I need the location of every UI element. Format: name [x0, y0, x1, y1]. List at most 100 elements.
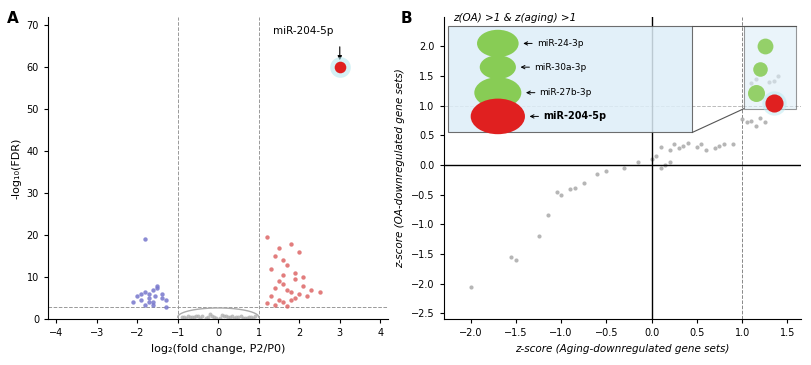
- Text: miR-24-3p: miR-24-3p: [536, 39, 582, 48]
- Point: [200, 315, 212, 320]
- Point: [234, 314, 247, 319]
- Point: [663, 159, 676, 165]
- Point: [508, 257, 521, 263]
- Point: [159, 304, 172, 310]
- Point: [191, 312, 204, 318]
- Point: [285, 241, 298, 247]
- Point: [139, 237, 152, 242]
- Point: [204, 311, 217, 317]
- Point: [232, 314, 245, 320]
- Point: [155, 295, 168, 301]
- Point: [175, 314, 188, 320]
- Point: [554, 192, 567, 197]
- Point: [680, 139, 693, 145]
- Point: [766, 100, 779, 106]
- Point: [148, 293, 161, 299]
- Point: [305, 287, 318, 293]
- Point: [333, 64, 345, 70]
- Point: [268, 285, 281, 291]
- Point: [654, 144, 667, 150]
- Point: [531, 233, 544, 239]
- Point: [766, 78, 779, 84]
- Point: [277, 272, 290, 278]
- Point: [147, 287, 160, 293]
- Point: [264, 293, 277, 299]
- Point: [217, 313, 230, 319]
- Point: [208, 314, 221, 320]
- Point: [744, 118, 757, 123]
- Point: [131, 293, 144, 299]
- Point: [155, 291, 168, 297]
- Point: [726, 141, 739, 147]
- FancyBboxPatch shape: [743, 26, 796, 109]
- Point: [268, 253, 281, 259]
- Point: [143, 300, 156, 306]
- Point: [631, 159, 644, 165]
- Text: miR-30a-3p: miR-30a-3p: [534, 63, 586, 72]
- Point: [181, 314, 194, 319]
- Point: [654, 165, 667, 171]
- Point: [753, 115, 766, 120]
- Point: [135, 291, 148, 297]
- Point: [240, 315, 253, 320]
- Point: [568, 185, 581, 191]
- Point: [189, 313, 202, 319]
- Y-axis label: -log₁₀(FDR): -log₁₀(FDR): [11, 137, 21, 199]
- Point: [143, 295, 156, 301]
- Point: [238, 315, 251, 321]
- Point: [281, 262, 294, 268]
- Point: [707, 146, 720, 151]
- Point: [277, 281, 290, 287]
- Point: [289, 270, 302, 276]
- Point: [187, 314, 200, 320]
- Point: [762, 79, 775, 85]
- Point: [127, 300, 139, 306]
- Point: [698, 147, 711, 153]
- Point: [177, 314, 190, 320]
- Point: [749, 124, 762, 130]
- Point: [185, 314, 198, 320]
- Point: [770, 73, 783, 79]
- Text: miR-204-5p: miR-204-5p: [272, 26, 333, 36]
- Point: [644, 156, 657, 162]
- Point: [649, 153, 662, 159]
- Point: [246, 315, 259, 321]
- Point: [220, 312, 233, 318]
- Point: [285, 297, 298, 303]
- Point: [749, 76, 762, 82]
- Point: [293, 249, 306, 255]
- Point: [464, 284, 477, 289]
- Y-axis label: z-score (OA-downregulated gene sets): z-score (OA-downregulated gene sets): [395, 68, 405, 268]
- Point: [717, 141, 730, 147]
- Point: [193, 315, 206, 320]
- Point: [277, 258, 290, 264]
- Point: [183, 314, 196, 320]
- Point: [599, 168, 612, 174]
- Point: [672, 146, 684, 151]
- Point: [563, 186, 576, 192]
- Point: [159, 297, 172, 303]
- Point: [667, 141, 680, 147]
- Point: [590, 171, 603, 177]
- Point: [221, 314, 234, 320]
- Point: [236, 315, 249, 321]
- Point: [281, 303, 294, 309]
- Point: [757, 119, 770, 125]
- Point: [504, 254, 517, 260]
- Point: [281, 287, 294, 293]
- Point: [147, 302, 160, 308]
- Point: [744, 80, 757, 86]
- X-axis label: z-score (Aging-downregulated gene sets): z-score (Aging-downregulated gene sets): [514, 344, 728, 354]
- Point: [139, 302, 152, 308]
- Circle shape: [470, 99, 525, 134]
- Point: [230, 314, 242, 320]
- Point: [268, 302, 281, 308]
- Point: [289, 276, 302, 282]
- Point: [224, 314, 237, 320]
- Point: [260, 300, 273, 306]
- Point: [297, 283, 310, 289]
- Point: [540, 212, 553, 218]
- Text: B: B: [400, 11, 412, 26]
- Point: [242, 314, 255, 320]
- Point: [205, 314, 218, 319]
